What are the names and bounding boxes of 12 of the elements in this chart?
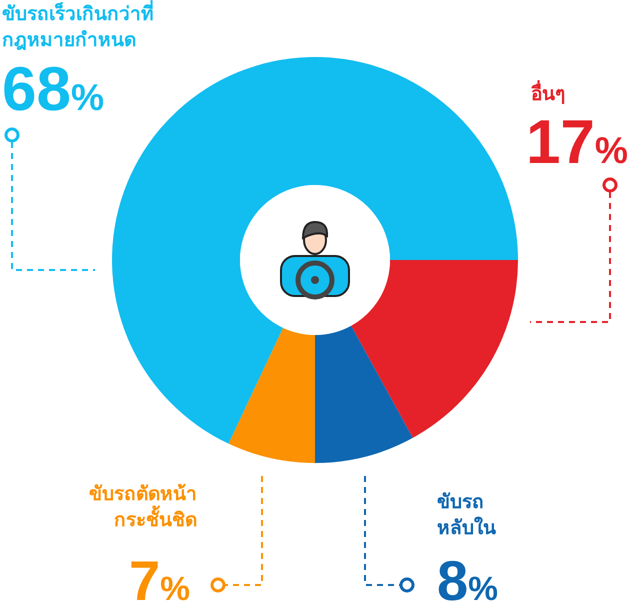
donut-slice [315, 326, 413, 463]
slice-label: อื่นๆ [531, 80, 565, 105]
data-label: 17% [526, 108, 628, 177]
donut-slice [112, 57, 518, 444]
slice-label: ขับรถตัดหน้า กระชั้นชิด [89, 483, 197, 531]
data-label: 68% [2, 55, 104, 124]
data-label: 7% [128, 549, 190, 604]
slice-label: ขับรถ หลับใน [437, 491, 496, 539]
donut-slice [351, 260, 518, 438]
slice-label: ขับรถเร็วเกินกว่าที่ กฎหมายกำหนด [2, 0, 154, 51]
donut-slice [228, 328, 315, 463]
data-label: 8% [437, 549, 498, 604]
